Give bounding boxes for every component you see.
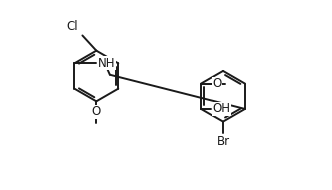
Text: Cl: Cl — [66, 21, 78, 33]
Text: Br: Br — [216, 135, 229, 148]
Text: NH: NH — [98, 57, 116, 70]
Text: OH: OH — [212, 102, 230, 116]
Text: O: O — [212, 77, 221, 90]
Text: O: O — [92, 105, 101, 119]
